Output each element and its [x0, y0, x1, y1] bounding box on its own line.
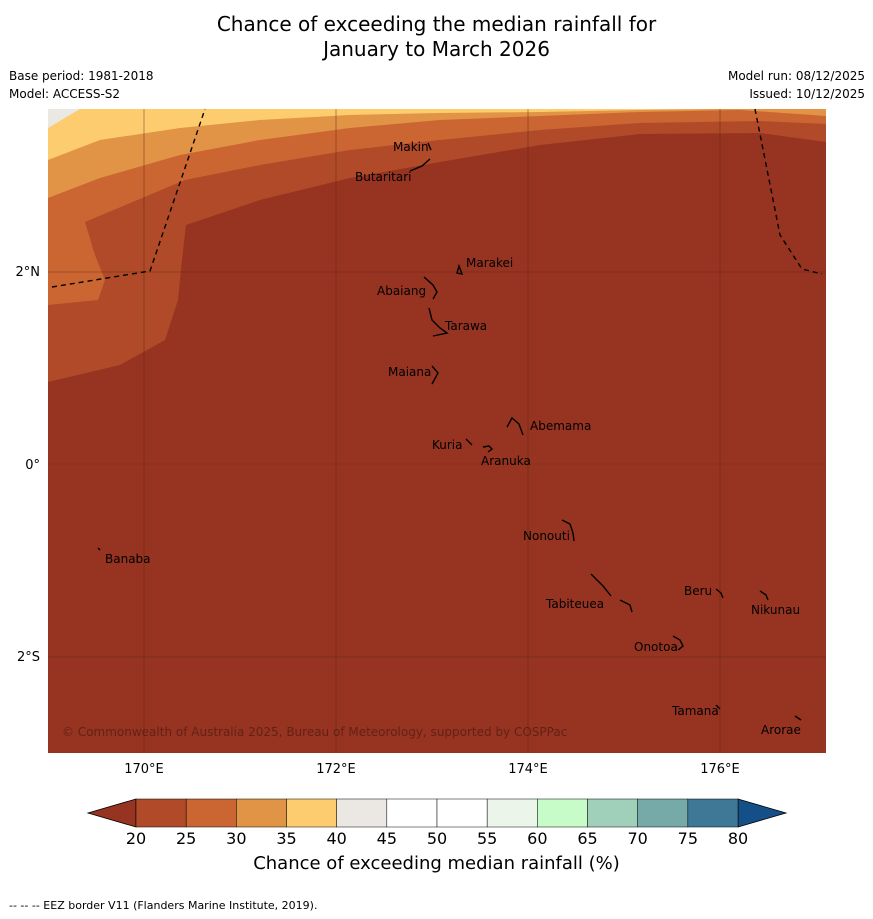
longitude-tick-labels: 170°E 172°E 174°E 176°E [124, 762, 740, 777]
place-label-tabiteuea: Tabiteuea [545, 597, 604, 611]
run-info: Model run: 08/12/2025 Issued: 10/12/2025 [728, 67, 865, 103]
colorbar-tick-label: 45 [377, 829, 397, 848]
lat-tick-label: 2°N [16, 265, 41, 280]
colorbar-segment [236, 798, 287, 828]
nikunau-outline [759, 590, 769, 601]
colorbar-segment [336, 798, 388, 828]
place-label-beru: Beru [684, 584, 712, 598]
place-label-tamana: Tamana [671, 704, 719, 718]
place-label-nikunau: Nikunau [751, 603, 800, 617]
colorbar-tick-label: 60 [527, 829, 547, 848]
lat-tick-label: 0° [25, 458, 40, 473]
colorbar-label: Chance of exceeding median rainfall (%) [253, 853, 620, 874]
colorbar-tick-label: 30 [226, 829, 246, 848]
place-label-maiana: Maiana [388, 365, 431, 379]
place-label-tarawa: Tarawa [444, 319, 487, 333]
butaritari-outline [409, 158, 431, 172]
map-title: Chance of exceeding the median rainfall … [0, 12, 873, 62]
place-label-butaritari: Butaritari [355, 170, 412, 184]
lon-tick-label: 170°E [124, 762, 164, 777]
colorbar-tick-label: 80 [728, 829, 748, 848]
arorae-outline [794, 715, 802, 721]
colorbar-segment [486, 798, 538, 828]
colorbar-segment [286, 798, 337, 828]
colorbar-tick-label: 75 [678, 829, 698, 848]
map-title-line2: January to March 2026 [323, 37, 550, 61]
abaiang-outline [423, 276, 438, 300]
colorbar-segment [386, 798, 438, 828]
place-label-makin: Makin [393, 140, 429, 154]
graticule [48, 109, 826, 753]
model-name: Model: ACCESS-S2 [9, 87, 121, 101]
colorbar-segment [637, 798, 689, 828]
probability-field [48, 109, 826, 753]
place-label-aranuka: Aranuka [481, 454, 531, 468]
place-labels: Makin Butaritari Marakei Abaiang Tarawa Maian… [105, 140, 801, 737]
colorbar-tick-label: 70 [627, 829, 647, 848]
band-20-25 [48, 109, 826, 382]
colorbar-segment [687, 798, 739, 828]
model-run-date: Model run: 08/12/2025 [727, 69, 865, 83]
colorbar-over-arrow [737, 798, 788, 828]
colorbar-tick-label: 40 [326, 829, 346, 848]
band-25-30 [48, 109, 826, 305]
tarawa-outline [428, 307, 449, 337]
latitude-tick-labels: 2°N 0° 2°S [16, 265, 41, 665]
colorbar-under-arrow [86, 798, 137, 828]
base-period: Base period: 1981-2018 [9, 69, 154, 83]
issued-date: Issued: 10/12/2025 [749, 87, 865, 101]
kuria-outline [465, 438, 473, 446]
place-label-abaiang: Abaiang [377, 284, 426, 298]
place-label-banaba: Banaba [105, 552, 151, 566]
coastlines [97, 142, 802, 721]
colorbar-segment [436, 798, 488, 828]
map-title-line1: Chance of exceeding the median rainfall … [216, 12, 657, 36]
banaba-outline [97, 547, 101, 551]
abemama-outline [506, 416, 524, 436]
band-35-40 [48, 109, 826, 160]
nonouti-outline [561, 519, 575, 542]
place-label-onotoa: Onotoa [634, 640, 678, 654]
colorbar-segment [537, 798, 588, 828]
colorbar-tick-label: 65 [577, 829, 597, 848]
beru-outline [715, 588, 724, 599]
colorbar-tick-label: 20 [126, 829, 146, 848]
eez-border [51, 108, 823, 288]
tamana-outline [715, 704, 721, 710]
place-label-arorae: Arorae [761, 723, 801, 737]
colorbar-segment [587, 798, 638, 828]
tabiteuea-outline [590, 573, 633, 613]
lat-tick-label: 2°S [17, 650, 40, 665]
lon-tick-label: 172°E [316, 762, 356, 777]
colorbar: 20 25 30 35 40 45 50 55 60 65 70 75 80 [86, 798, 788, 848]
colorbar-tick-label: 55 [477, 829, 497, 848]
maiana-outline [431, 365, 439, 385]
colorbar-segment [185, 798, 237, 828]
colorbar-segment [135, 798, 187, 828]
copyright-notice: © Commonwealth of Australia 2025, Bureau… [62, 725, 567, 739]
place-label-kuria: Kuria [432, 438, 463, 452]
colorbar-tick-label: 25 [176, 829, 196, 848]
band-30-35 [48, 109, 826, 198]
eez-footnote: -- -- -- EEZ border V11 (Flanders Marine… [9, 899, 318, 912]
band-40-45 [48, 109, 80, 128]
marakei-outline [456, 263, 464, 275]
lon-tick-label: 176°E [700, 762, 740, 777]
lon-tick-label: 174°E [508, 762, 548, 777]
model-info: Base period: 1981-2018 Model: ACCESS-S2 [9, 67, 154, 103]
place-label-marakei: Marakei [466, 256, 513, 270]
onotoa-outline [672, 635, 684, 651]
makin-outline [427, 142, 432, 151]
colorbar-tick-label: 35 [276, 829, 296, 848]
place-label-abemama: Abemama [530, 419, 591, 433]
colorbar-tick-label: 50 [427, 829, 447, 848]
place-label-nonouti: Nonouti [523, 529, 570, 543]
aranuka-outline [482, 445, 494, 453]
